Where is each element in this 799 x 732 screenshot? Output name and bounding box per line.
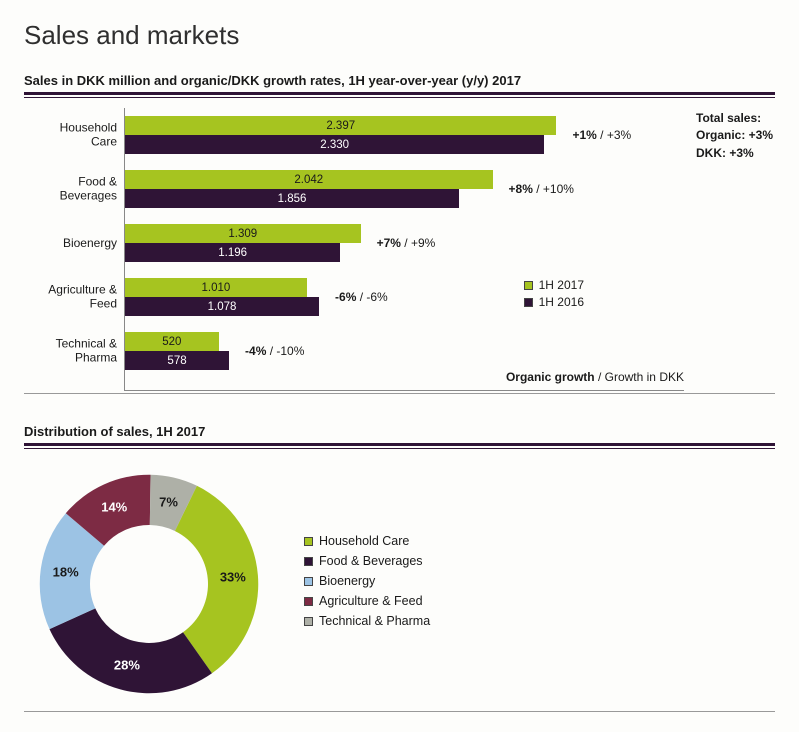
bar-legend: 1H 2017 1H 2016	[524, 278, 584, 312]
donut-slice	[50, 608, 212, 693]
swatch	[304, 537, 313, 546]
bar-2016: 1.078	[125, 297, 319, 316]
swatch	[304, 577, 313, 586]
bar-chart-section: Sales in DKK million and organic/DKK gro…	[24, 73, 775, 394]
bar-row: Agriculture &Feed1.0101.078-6% / -6%	[125, 278, 684, 316]
rule	[24, 97, 775, 98]
legend-item-2017: 1H 2017	[524, 278, 584, 292]
bar-chart-title: Sales in DKK million and organic/DKK gro…	[24, 73, 775, 88]
growth-label: -6% / -6%	[335, 290, 388, 304]
bar-row: Bioenergy1.3091.196+7% / +9%	[125, 224, 684, 262]
legend-item: Food & Beverages	[304, 554, 430, 568]
bar-2017: 2.042	[125, 170, 493, 189]
bar-2016: 2.330	[125, 135, 544, 154]
legend-item: Household Care	[304, 534, 430, 548]
total-sales-box: Total sales: Organic: +3% DKK: +3%	[696, 108, 773, 162]
bar-chart: HouseholdCare2.3972.330+1% / +3%Food &Be…	[124, 108, 684, 391]
swatch-2016	[524, 298, 533, 307]
legend-label: Household Care	[319, 534, 409, 548]
bar-2016: 1.196	[125, 243, 340, 262]
growth-note: Organic growth / Growth in DKK	[506, 370, 684, 384]
donut-chart: 33%28%18%14%7%	[34, 469, 264, 699]
bar-row: Food &Beverages2.0421.856+8% / +10%	[125, 170, 684, 208]
legend-item: Agriculture & Feed	[304, 594, 430, 608]
row-label: Technical &Pharma	[25, 337, 117, 366]
swatch	[304, 557, 313, 566]
total-line: DKK: +3%	[696, 145, 773, 162]
growth-label: +1% / +3%	[572, 128, 631, 142]
donut-section: Distribution of sales, 1H 2017 33%28%18%…	[24, 424, 775, 712]
rule	[24, 448, 775, 449]
row-label: Agriculture &Feed	[25, 283, 117, 312]
bar-2017: 1.010	[125, 278, 307, 297]
swatch-2017	[524, 281, 533, 290]
bar-row: Technical &Pharma520578-4% / -10%	[125, 332, 684, 370]
rule	[24, 711, 775, 712]
growth-label: +7% / +9%	[377, 236, 436, 250]
growth-label: -4% / -10%	[245, 344, 304, 358]
rule	[24, 92, 775, 95]
swatch	[304, 617, 313, 626]
page-title: Sales and markets	[24, 20, 775, 51]
bar-2017: 520	[125, 332, 219, 351]
swatch	[304, 597, 313, 606]
legend-label: Agriculture & Feed	[319, 594, 423, 608]
bar-row: HouseholdCare2.3972.330+1% / +3%	[125, 116, 684, 154]
row-label: HouseholdCare	[25, 121, 117, 150]
total-line: Total sales:	[696, 110, 773, 127]
bar-2017: 2.397	[125, 116, 556, 135]
donut-legend: Household Care Food & Beverages Bioenergy A…	[304, 534, 430, 634]
total-line: Organic: +3%	[696, 127, 773, 144]
rule	[24, 443, 775, 446]
legend-label: 1H 2017	[539, 278, 584, 292]
legend-item-2016: 1H 2016	[524, 295, 584, 309]
row-label: Food &Beverages	[25, 175, 117, 204]
bar-2017: 1.309	[125, 224, 361, 243]
donut-title: Distribution of sales, 1H 2017	[24, 424, 775, 439]
growth-label: +8% / +10%	[509, 182, 574, 196]
row-label: Bioenergy	[25, 236, 117, 250]
legend-label: 1H 2016	[539, 295, 584, 309]
legend-label: Bioenergy	[319, 574, 375, 588]
legend-item: Bioenergy	[304, 574, 430, 588]
bar-2016: 1.856	[125, 189, 459, 208]
bar-2016: 578	[125, 351, 229, 370]
legend-label: Technical & Pharma	[319, 614, 430, 628]
legend-item: Technical & Pharma	[304, 614, 430, 628]
legend-label: Food & Beverages	[319, 554, 423, 568]
